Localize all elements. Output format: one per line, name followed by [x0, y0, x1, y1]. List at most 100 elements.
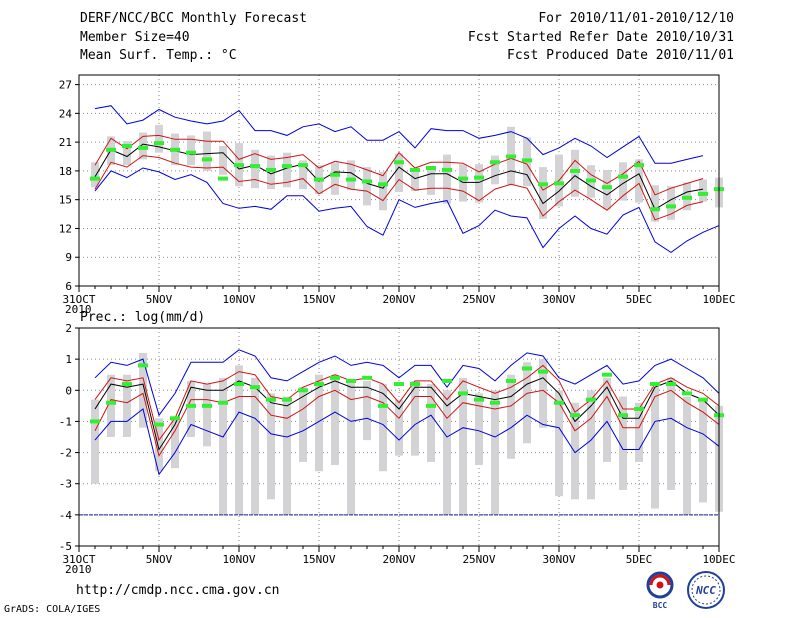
observed-marker: [522, 366, 532, 371]
x-tick-label: 31OCT: [62, 553, 95, 566]
spread-bar: [603, 377, 611, 462]
spread-bar: [667, 186, 675, 220]
spread-bar: [443, 154, 451, 204]
spread-bar: [427, 384, 435, 462]
y-tick-label: -1: [59, 415, 72, 428]
bcc-logo: BCC: [646, 571, 674, 610]
observed-marker: [234, 163, 244, 168]
x-tick-label: 5NOV: [146, 293, 173, 306]
source-url[interactable]: http://cmdp.ncc.cma.gov.cn: [76, 583, 280, 598]
spread-bar: [283, 152, 291, 188]
observed-marker: [570, 168, 580, 173]
spread-bar: [587, 390, 595, 500]
spread-bar: [123, 141, 131, 166]
observed-marker: [666, 382, 676, 387]
spread-bar: [331, 162, 339, 195]
spread-bar: [475, 393, 483, 466]
spread-bar: [91, 162, 99, 188]
observed-marker: [250, 164, 260, 169]
spread-bar: [411, 380, 419, 456]
observed-marker: [298, 388, 308, 393]
observed-marker: [266, 167, 276, 172]
y-tick-label: -3: [59, 478, 72, 491]
observed-marker: [698, 397, 708, 402]
chart-title: DERF/NCC/BCC Monthly Forecast: [80, 11, 307, 26]
ncc-logo-text: NCC: [695, 584, 716, 597]
spread-bar: [331, 374, 339, 466]
x-tick-label: 5DEC: [626, 553, 653, 566]
spread-bar: [315, 374, 323, 472]
observed-marker: [202, 403, 212, 408]
y-tick-label: 12: [59, 222, 72, 235]
y-tick-label: -5: [59, 540, 72, 553]
forecast-period: For 2010/11/01-2010/12/10: [538, 11, 734, 26]
spread-bar: [651, 185, 659, 222]
observed-marker: [186, 150, 196, 155]
observed-marker: [682, 391, 692, 396]
spread-bar: [395, 153, 403, 193]
observed-marker: [362, 179, 372, 184]
spread-bar: [91, 399, 99, 484]
spread-bar: [155, 124, 163, 153]
x-tick-label: 30NOV: [542, 553, 575, 566]
observed-marker: [666, 204, 676, 209]
observed-marker: [362, 375, 372, 380]
spread-bar: [571, 402, 579, 500]
series-line-min: [94, 167, 720, 254]
observed-marker: [570, 413, 580, 418]
spread-bar: [635, 402, 643, 462]
spread-bar: [187, 380, 195, 437]
x-tick-label: 31OCT: [62, 293, 95, 306]
observed-marker: [426, 403, 436, 408]
x-tick-label: 25NOV: [462, 293, 495, 306]
series-line-mean_minus_std: [94, 155, 704, 221]
observed-marker: [522, 158, 532, 163]
observed-marker: [506, 378, 516, 383]
y-tick-label: 2: [65, 322, 72, 335]
spread-bar: [363, 380, 371, 441]
observed-marker: [122, 143, 132, 148]
x-tick-label: 5NOV: [146, 553, 173, 566]
spread-bar: [539, 359, 547, 428]
series-line-mean_plus_std: [94, 364, 720, 442]
spread-bar: [411, 171, 419, 192]
series-line-min: [94, 408, 720, 476]
observed-marker: [698, 191, 708, 196]
y-tick-label: -4: [59, 509, 73, 522]
observed-marker: [298, 163, 308, 168]
start-date: Fcst Started Refer Date 2010/10/31: [467, 30, 734, 45]
observed-marker: [442, 167, 452, 172]
spread-bar: [603, 169, 611, 210]
y-tick-label: 1: [65, 353, 72, 366]
observed-marker: [618, 174, 628, 179]
x-tick-label: 10DEC: [702, 293, 735, 306]
observed-marker: [474, 397, 484, 402]
spread-bar: [251, 149, 259, 189]
spread-bar: [267, 393, 275, 500]
bcc-logo-text: BCC: [653, 601, 668, 610]
observed-marker: [106, 400, 116, 405]
series-line-mean: [94, 377, 720, 451]
observed-marker: [458, 176, 468, 181]
member-size: Member Size=40: [80, 30, 190, 45]
observed-marker: [618, 413, 628, 418]
x-tick-label: 10NOV: [222, 293, 255, 306]
observed-marker: [202, 157, 212, 162]
series-line-mean_plus_std: [94, 134, 704, 196]
observed-marker: [490, 160, 500, 165]
grads-credit: GrADS: COLA/IGES: [4, 604, 101, 615]
spread-bar: [491, 155, 499, 185]
spread-bar: [699, 179, 707, 202]
spread-bar: [299, 387, 307, 462]
observed-marker: [90, 419, 100, 424]
observed-marker: [314, 382, 324, 387]
spread-bar: [347, 160, 355, 191]
observed-marker: [394, 382, 404, 387]
spread-bar: [667, 377, 675, 490]
observed-marker: [170, 416, 180, 421]
y-tick-label: 18: [59, 165, 72, 178]
observed-marker: [554, 400, 564, 405]
observed-marker: [138, 145, 148, 150]
spread-bar: [171, 418, 179, 469]
